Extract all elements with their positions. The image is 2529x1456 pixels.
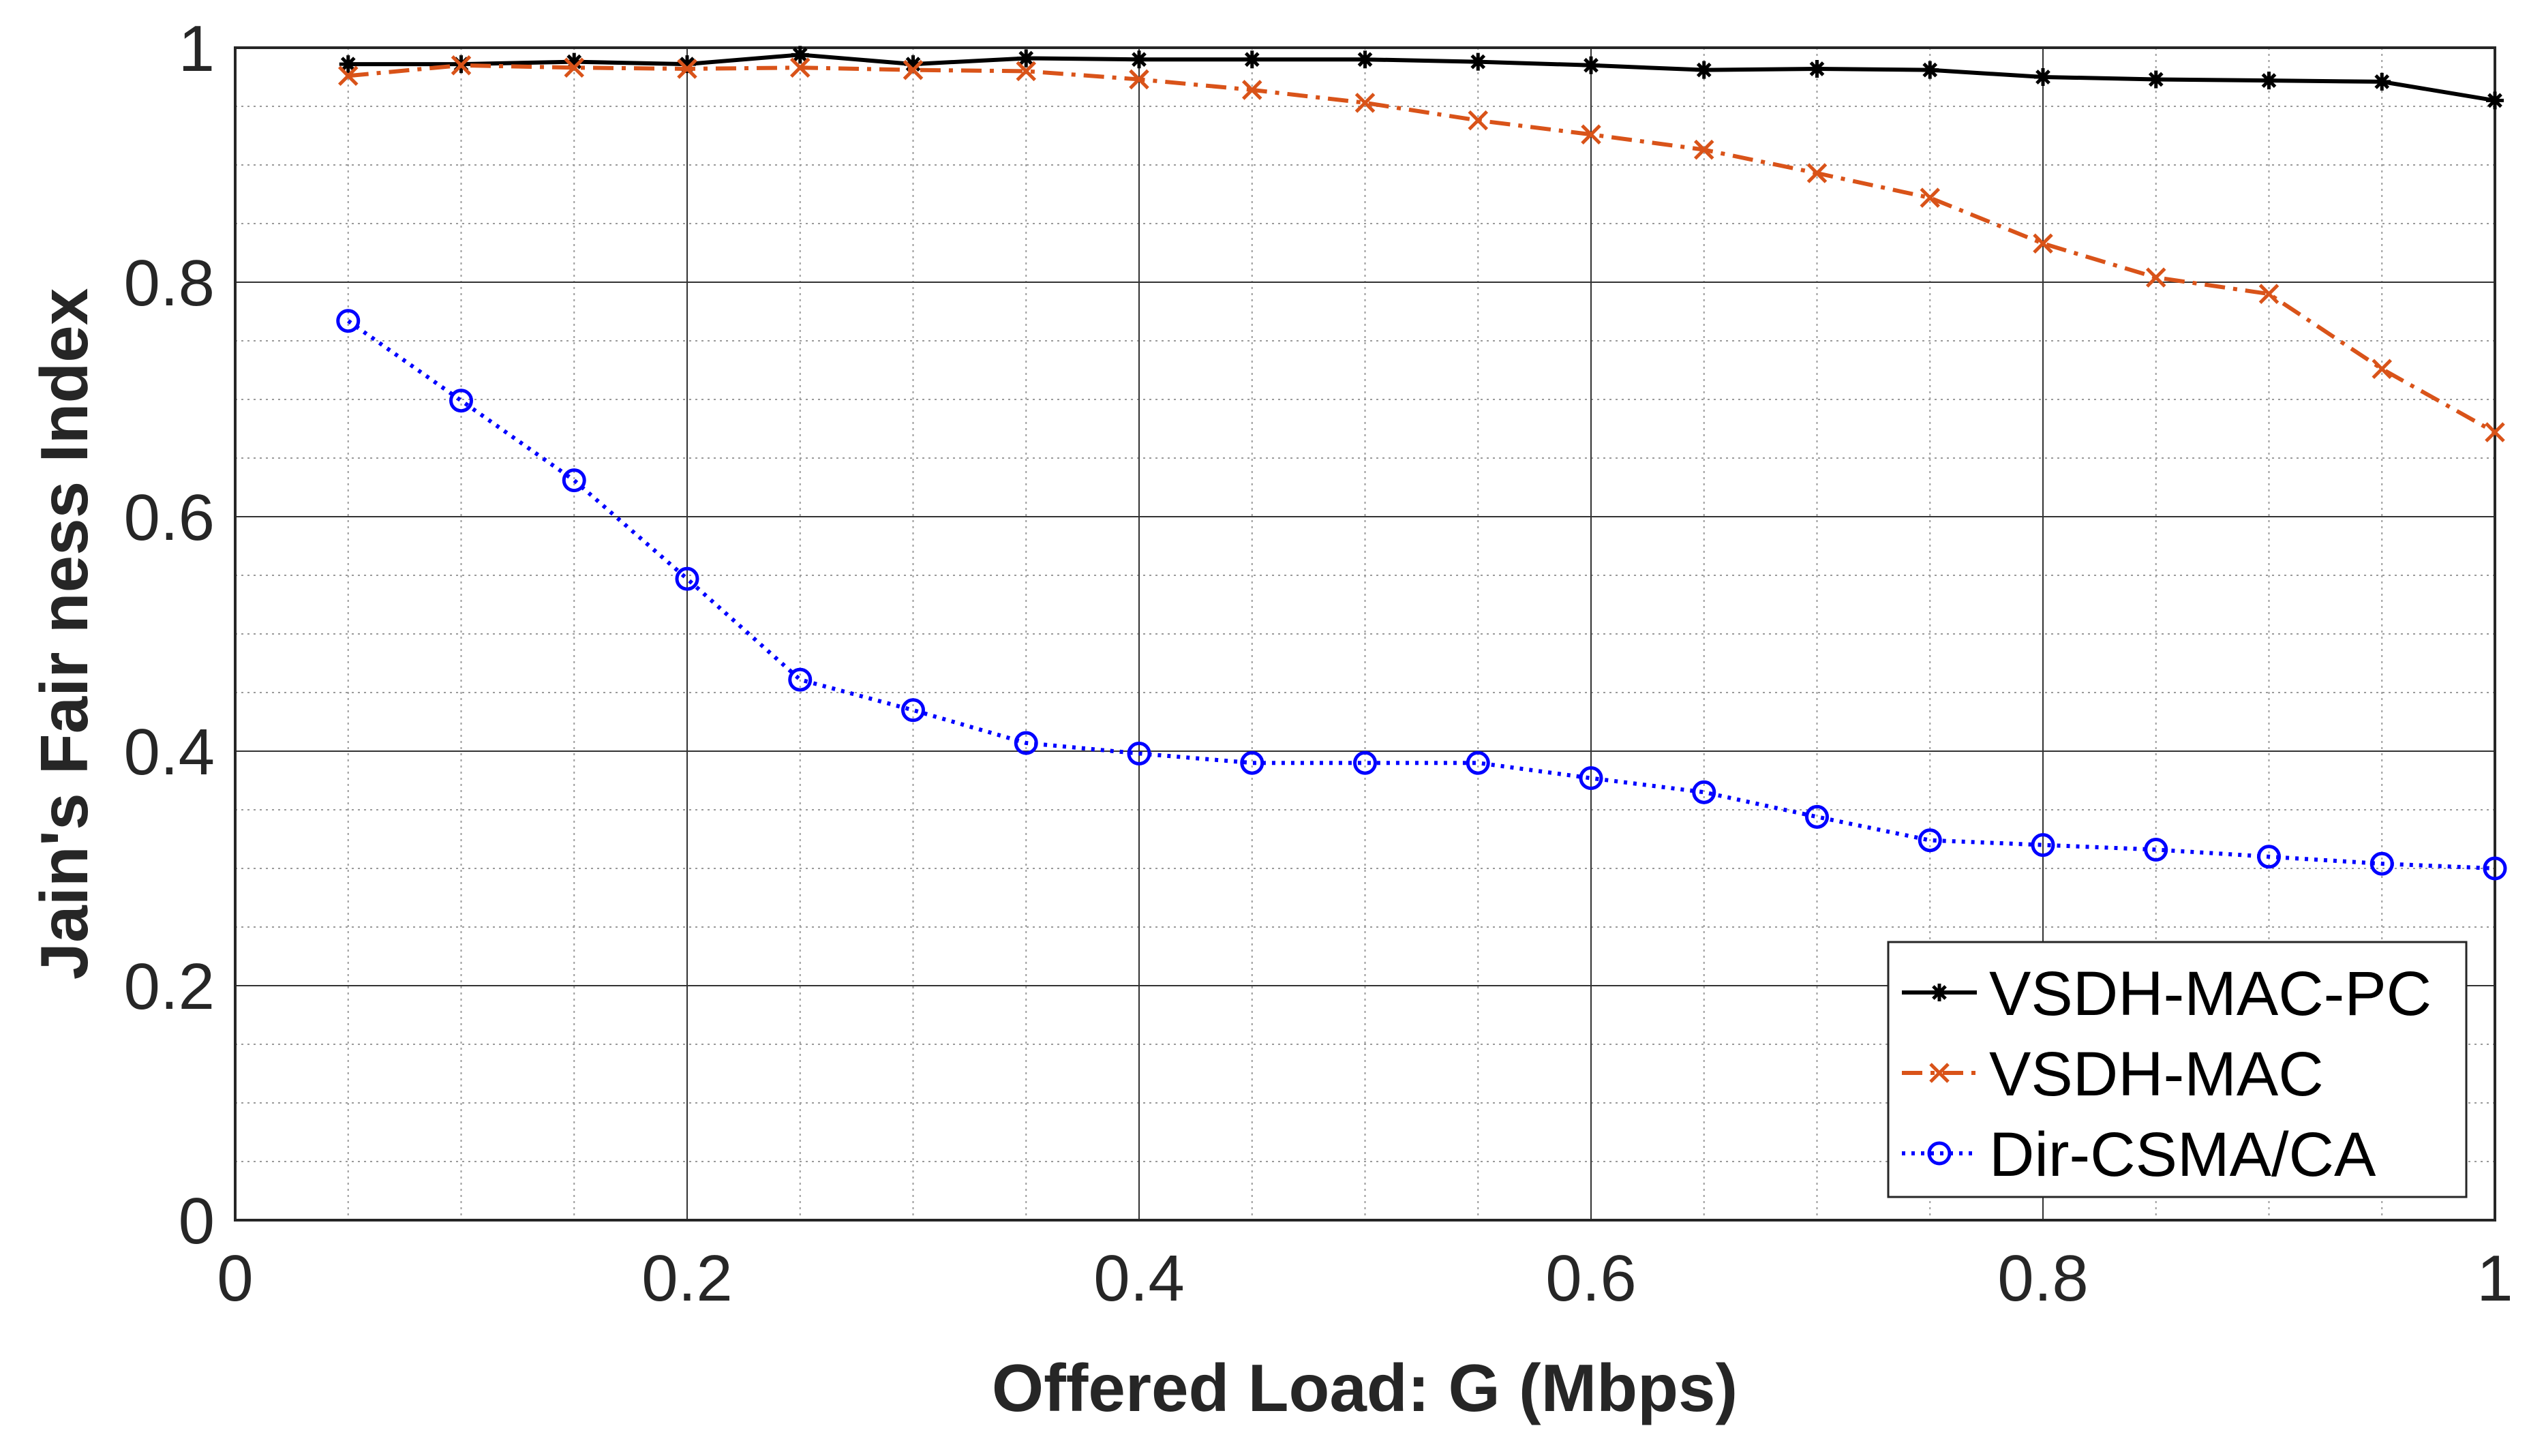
data-point [1130,50,1148,69]
data-point [1693,139,1714,160]
series-vsdh-mac-pc [339,46,2504,110]
data-point [449,389,473,413]
data-point [337,65,359,87]
y-tick-label: 0 [179,1185,215,1258]
data-point [2369,851,2394,876]
data-point [901,698,925,723]
data-point [1016,61,1037,82]
series-vsdh-mac [337,55,2505,442]
data-point [1918,828,1942,853]
series-line-vsdh-mac-pc [348,52,2496,103]
data-point [677,59,697,79]
data-point [2258,284,2280,304]
y-tick-label: 0.2 [124,950,215,1023]
data-point [2147,70,2165,89]
y-tick-label: 0.6 [124,481,215,554]
data-point [2257,845,2281,869]
data-point [1921,61,1939,79]
legend-marker [1929,1063,1950,1083]
data-point [904,55,922,74]
data-point [336,309,361,333]
data-point [339,55,357,74]
x-tick-label: 0.6 [1545,1242,1636,1315]
legend-marker [1930,984,1948,1001]
data-point [1692,780,1716,804]
data-point [1243,50,1261,69]
data-point [2145,267,2166,288]
data-point [1017,49,1035,67]
data-point [451,55,472,76]
data-point [1354,93,1376,113]
data-point [789,57,811,78]
legend-item-dir-csma-ca: Dir-CSMA/CA [1902,1120,2376,1189]
legend-box [1887,941,2468,1198]
legend-label: VSDH-MAC [1989,1040,2324,1109]
data-point [2485,422,2505,442]
data-point [1920,187,1941,208]
data-point [678,55,696,74]
y-axis-title: Jain's Fair ness Index [27,288,102,980]
data-point [1581,124,1601,145]
y-tick-label: 1 [179,12,215,85]
data-point [2033,233,2053,254]
legend-marker [1927,1141,1952,1166]
data-point [1356,50,1374,69]
legend-item-vsdh-mac-pc: VSDH-MAC-PC [1902,959,2432,1029]
data-point [791,46,809,64]
data-point [2483,856,2507,881]
y-tick-label: 0.4 [124,716,215,789]
data-point [1579,766,1603,791]
data-point [1129,69,1149,90]
data-point [788,667,813,692]
data-point [1695,61,1713,79]
data-point [1127,741,1151,765]
legend: VSDH-MAC-PC VSDH-MAC Dir-CSMA/CA [1887,941,2468,1198]
data-point [562,468,586,493]
data-point [564,57,585,78]
data-point [1806,163,1828,183]
data-point [1241,80,1262,100]
data-point [1353,750,1377,775]
data-point [565,52,584,71]
data-point [903,59,924,80]
x-tick-label: 0.4 [1093,1242,1184,1315]
data-point [1240,750,1264,775]
legend-label: Dir-CSMA/CA [1989,1120,2376,1189]
axes-box [234,46,2496,1222]
x-tick-label: 0 [217,1242,253,1315]
x-tick-label: 0.8 [1997,1242,2088,1315]
data-point [1466,750,1490,775]
y-tick-label: 0.8 [124,247,215,320]
series-dir-csma-ca [336,309,2507,881]
series-line-dir-csma-ca [347,319,2496,870]
data-point [2034,68,2052,86]
legend-label: VSDH-MAC-PC [1989,959,2432,1029]
data-point [1469,52,1487,71]
series-line-vsdh-mac [348,63,2496,434]
series-group [336,46,2507,881]
data-point [2486,91,2504,110]
data-point [675,566,699,591]
ticks: 0 0.2 0.4 0.6 0.8 1 0 0.2 0.4 0.6 0.8 1 [124,12,2513,1315]
data-point [2144,837,2168,862]
data-point [1808,59,1826,78]
x-axis-title: Offered Load: G (Mbps) [992,1350,1738,1425]
data-point [1014,731,1038,755]
x-tick-label: 0.2 [641,1242,732,1315]
data-point [1582,56,1600,74]
data-point [2031,833,2055,858]
data-point [2373,72,2391,91]
legend-item-vsdh-mac: VSDH-MAC [1902,1040,2324,1109]
data-point [2260,72,2278,90]
data-point [1805,804,1829,829]
data-point [1468,110,1489,131]
data-point [2372,359,2393,380]
x-tick-label: 1 [2477,1242,2513,1315]
legend-entries: VSDH-MAC-PC VSDH-MAC Dir-CSMA/CA [1902,959,2432,1189]
